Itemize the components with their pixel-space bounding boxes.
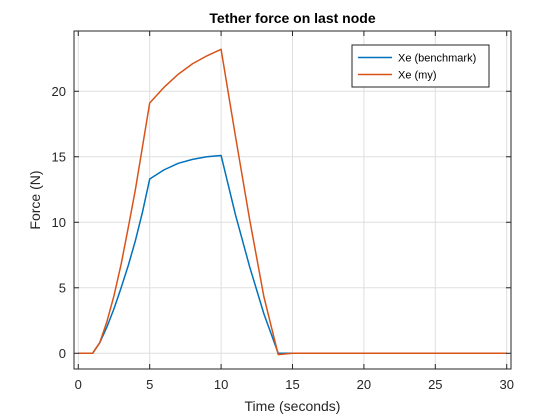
y-tick-label: 0 [59,346,66,361]
legend-label: Xe (my) [398,70,437,82]
x-tick-label: 0 [75,377,82,392]
series-line-1 [78,154,507,355]
x-tick-label: 15 [285,377,299,392]
y-tick-label: 5 [59,280,66,295]
ticks: 0 5 10 15 20 25 30 0 5 10 15 20 [52,31,514,392]
chart-title: Tether force on last node [209,10,375,26]
series-line-2 [78,48,507,356]
series-lines [78,48,507,356]
legend: Xe (benchmark) Xe (my) [351,44,490,88]
x-tick-label: 20 [357,377,371,392]
x-axis-label: Time (seconds) [245,398,341,414]
legend-box [351,44,490,88]
y-tick-label: 20 [52,84,66,99]
y-axis-label: Force (N) [27,170,43,229]
x-tick-label: 5 [146,377,153,392]
y-tick-label: 15 [52,149,66,164]
x-tick-label: 30 [499,377,513,392]
y-tick-label: 10 [52,215,66,230]
x-tick-label: 25 [428,377,442,392]
x-tick-label: 10 [214,377,228,392]
legend-label: Xe (benchmark) [398,53,476,65]
